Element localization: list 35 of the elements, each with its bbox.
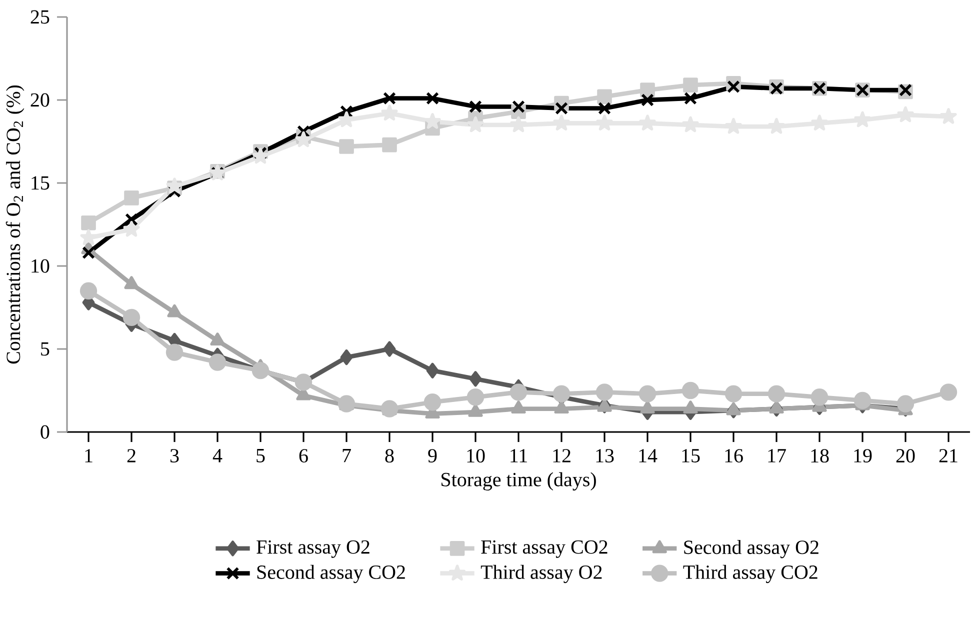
x-tick-label: 2 xyxy=(127,449,136,462)
y-tick-label: 15 xyxy=(32,176,50,190)
x-tick-label: 4 xyxy=(212,449,222,462)
legend-label: Second assay CO2 xyxy=(257,564,405,584)
x-tick-label: 13 xyxy=(596,449,614,462)
y-tick-label: 5 xyxy=(41,342,50,356)
legend-label: First assay CO2 xyxy=(481,540,608,558)
y-axis-title: Concentrations of O$_{2}$ and CO$_{2}$ (%) xyxy=(6,85,24,364)
y-tick-label: 0 xyxy=(40,425,50,439)
y-tick-label: 10 xyxy=(32,259,50,273)
x-tick-label: 19 xyxy=(854,449,872,462)
x-tick-label: 5 xyxy=(256,449,265,462)
y-tick-label: 20 xyxy=(30,93,50,107)
x-tick-label: 14 xyxy=(639,449,658,462)
legend-label: Second assay O2 xyxy=(684,540,818,558)
x-tick-label: 7 xyxy=(342,449,351,462)
y-tick-label: 25 xyxy=(30,10,50,24)
x-tick-label: 10 xyxy=(467,449,485,463)
legend-label: First assay O2 xyxy=(256,540,370,558)
x-tick-label: 1 xyxy=(85,449,92,462)
x-tick-label: 11 xyxy=(510,449,527,462)
x-tick-label: 12 xyxy=(553,449,570,462)
x-axis-title: Storage time (days) xyxy=(442,472,596,490)
x-tick-label: 21 xyxy=(939,449,958,462)
x-tick-label: 18 xyxy=(811,449,829,463)
legend-label: Third assay O2 xyxy=(480,564,602,584)
x-tick-label: 17 xyxy=(768,449,786,462)
x-tick-label: 3 xyxy=(170,449,179,462)
x-tick-label: 8 xyxy=(385,449,394,463)
x-tick-label: 15 xyxy=(682,449,700,462)
x-tick-label: 6 xyxy=(299,449,308,462)
legend-label: Third assay CO2 xyxy=(683,564,818,584)
x-tick-label: 16 xyxy=(725,449,743,462)
x-tick-label: 9 xyxy=(428,449,437,462)
x-tick-label: 20 xyxy=(896,449,915,463)
